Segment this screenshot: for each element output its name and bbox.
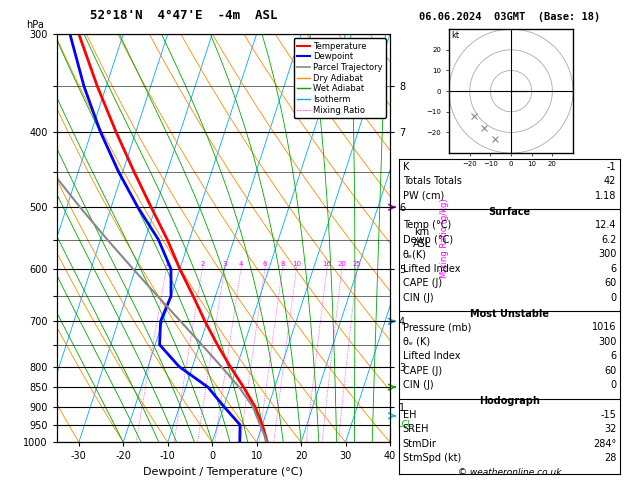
- Text: Most Unstable: Most Unstable: [470, 309, 549, 319]
- Text: StmSpd (kt): StmSpd (kt): [403, 453, 461, 463]
- Text: Totals Totals: Totals Totals: [403, 176, 462, 186]
- Text: 12.4: 12.4: [595, 220, 616, 230]
- X-axis label: Dewpoint / Temperature (°C): Dewpoint / Temperature (°C): [143, 467, 303, 477]
- Text: 06.06.2024  03GMT  (Base: 18): 06.06.2024 03GMT (Base: 18): [419, 12, 600, 22]
- Text: LCL: LCL: [397, 420, 412, 429]
- Text: 60: 60: [604, 278, 616, 288]
- Text: 60: 60: [604, 366, 616, 376]
- Text: 16: 16: [323, 261, 331, 267]
- Text: 4: 4: [239, 261, 243, 267]
- Text: © weatheronline.co.uk: © weatheronline.co.uk: [458, 468, 561, 477]
- Text: SREH: SREH: [403, 424, 429, 434]
- Text: 1: 1: [164, 261, 169, 267]
- Text: 6: 6: [262, 261, 267, 267]
- Text: 3: 3: [222, 261, 227, 267]
- Text: 10: 10: [292, 261, 301, 267]
- Text: 1016: 1016: [592, 322, 616, 332]
- Text: 8: 8: [280, 261, 285, 267]
- Text: Lifted Index: Lifted Index: [403, 351, 460, 361]
- Text: 0: 0: [610, 381, 616, 390]
- Y-axis label: km
ASL: km ASL: [413, 227, 431, 249]
- Text: 0: 0: [610, 293, 616, 303]
- Text: K: K: [403, 162, 409, 172]
- Text: EH: EH: [403, 410, 416, 419]
- Text: 25: 25: [353, 261, 362, 267]
- Text: 28: 28: [604, 453, 616, 463]
- Text: 20: 20: [337, 261, 347, 267]
- Text: 6: 6: [610, 264, 616, 274]
- Text: Hodograph: Hodograph: [479, 397, 540, 406]
- Text: PW (cm): PW (cm): [403, 191, 444, 201]
- Text: Surface: Surface: [489, 207, 530, 217]
- Text: 2: 2: [200, 261, 204, 267]
- Text: hPa: hPa: [26, 20, 45, 30]
- Text: CAPE (J): CAPE (J): [403, 278, 442, 288]
- Legend: Temperature, Dewpoint, Parcel Trajectory, Dry Adiabat, Wet Adiabat, Isotherm, Mi: Temperature, Dewpoint, Parcel Trajectory…: [294, 38, 386, 118]
- Text: 300: 300: [598, 337, 616, 347]
- Text: CIN (J): CIN (J): [403, 293, 433, 303]
- Text: StmDir: StmDir: [403, 439, 437, 449]
- Text: kt: kt: [451, 31, 459, 40]
- Text: Lifted Index: Lifted Index: [403, 264, 460, 274]
- Text: CIN (J): CIN (J): [403, 381, 433, 390]
- Text: 6.2: 6.2: [601, 235, 616, 244]
- Text: θₑ(K): θₑ(K): [403, 249, 426, 259]
- Text: 42: 42: [604, 176, 616, 186]
- Text: Dewp (°C): Dewp (°C): [403, 235, 453, 244]
- Text: 6: 6: [610, 351, 616, 361]
- Text: 32: 32: [604, 424, 616, 434]
- Text: Pressure (mb): Pressure (mb): [403, 322, 471, 332]
- Text: 300: 300: [598, 249, 616, 259]
- Text: θₑ (K): θₑ (K): [403, 337, 430, 347]
- Text: CAPE (J): CAPE (J): [403, 366, 442, 376]
- Text: -15: -15: [601, 410, 616, 419]
- Text: Mixing Ratio (g/kg): Mixing Ratio (g/kg): [440, 198, 449, 278]
- Text: 1.18: 1.18: [595, 191, 616, 201]
- Text: 284°: 284°: [593, 439, 616, 449]
- Text: -1: -1: [607, 162, 616, 172]
- Text: Temp (°C): Temp (°C): [403, 220, 451, 230]
- Text: 52°18'N  4°47'E  -4m  ASL: 52°18'N 4°47'E -4m ASL: [89, 9, 277, 22]
